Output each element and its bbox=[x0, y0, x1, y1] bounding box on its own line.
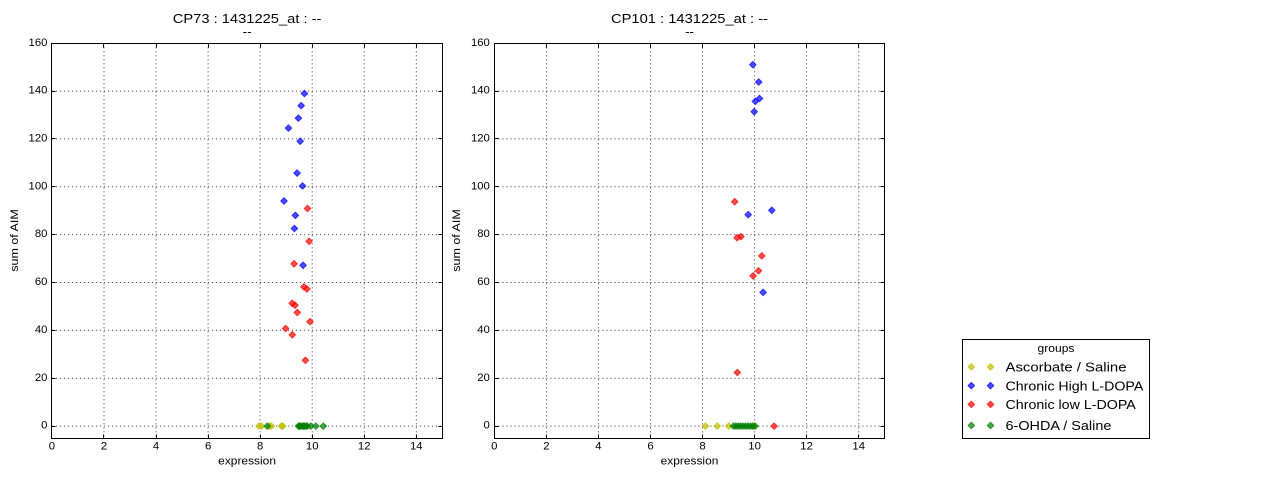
svg-text:40: 40 bbox=[35, 324, 48, 336]
svg-text:Chronic low L-DOPA: Chronic low L-DOPA bbox=[1006, 397, 1136, 412]
svg-text:120: 120 bbox=[471, 133, 490, 145]
svg-text:groups: groups bbox=[1038, 343, 1075, 355]
svg-text:40: 40 bbox=[477, 324, 490, 336]
svg-text:expression: expression bbox=[661, 456, 719, 468]
svg-text:100: 100 bbox=[471, 180, 490, 192]
svg-text:8: 8 bbox=[257, 441, 263, 453]
svg-text:4: 4 bbox=[595, 441, 601, 453]
svg-text:6: 6 bbox=[647, 441, 653, 453]
svg-text:12: 12 bbox=[358, 441, 371, 453]
svg-text:2: 2 bbox=[101, 441, 107, 453]
svg-text:160: 160 bbox=[471, 37, 490, 49]
svg-text:12: 12 bbox=[800, 441, 813, 453]
svg-text:10: 10 bbox=[748, 441, 761, 453]
svg-text:140: 140 bbox=[471, 85, 490, 97]
svg-text:8: 8 bbox=[699, 441, 705, 453]
svg-text:expression: expression bbox=[218, 456, 276, 468]
svg-text:80: 80 bbox=[35, 228, 48, 240]
svg-text:120: 120 bbox=[29, 133, 48, 145]
svg-text:100: 100 bbox=[29, 180, 48, 192]
svg-text:0: 0 bbox=[49, 441, 55, 453]
svg-text:60: 60 bbox=[35, 276, 48, 288]
svg-text:6: 6 bbox=[205, 441, 211, 453]
svg-text:0: 0 bbox=[41, 420, 47, 432]
svg-text:2: 2 bbox=[543, 441, 549, 453]
svg-text:Chronic High L-DOPA: Chronic High L-DOPA bbox=[1006, 378, 1144, 393]
svg-text:14: 14 bbox=[410, 441, 423, 453]
svg-text:140: 140 bbox=[29, 85, 48, 97]
svg-text:Ascorbate / Saline: Ascorbate / Saline bbox=[1006, 360, 1127, 375]
svg-text:0: 0 bbox=[491, 441, 497, 453]
svg-text:CP73 : 1431225_at : --: CP73 : 1431225_at : -- bbox=[173, 11, 322, 26]
svg-text:sum of AIM: sum of AIM bbox=[9, 209, 21, 272]
svg-text:--: -- bbox=[685, 24, 694, 39]
svg-text:CP101 : 1431225_at : --: CP101 : 1431225_at : -- bbox=[611, 11, 768, 26]
svg-text:10: 10 bbox=[306, 441, 319, 453]
svg-text:160: 160 bbox=[29, 37, 48, 49]
svg-text:60: 60 bbox=[477, 276, 490, 288]
svg-text:4: 4 bbox=[153, 441, 159, 453]
svg-text:0: 0 bbox=[484, 420, 490, 432]
svg-text:14: 14 bbox=[852, 441, 865, 453]
svg-text:--: -- bbox=[243, 24, 252, 39]
svg-text:80: 80 bbox=[477, 228, 490, 240]
svg-text:20: 20 bbox=[477, 372, 490, 384]
svg-text:6-OHDA / Saline: 6-OHDA / Saline bbox=[1006, 418, 1112, 433]
svg-text:sum of AIM: sum of AIM bbox=[451, 209, 463, 272]
svg-text:20: 20 bbox=[35, 372, 48, 384]
